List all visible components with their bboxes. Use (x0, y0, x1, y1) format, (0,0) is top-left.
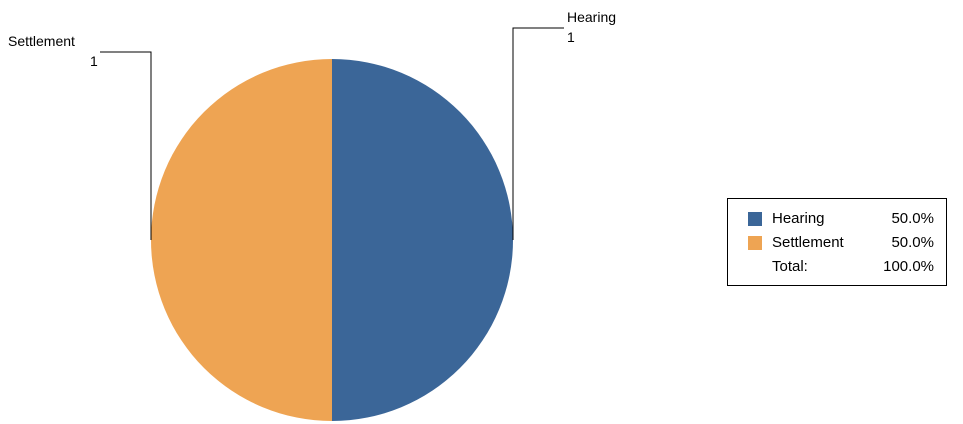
data-label-settlement-value: 1 (90, 53, 98, 69)
legend-percent-hearing: 50.0% (891, 210, 934, 227)
data-label-settlement-name: Settlement (8, 33, 75, 49)
legend-total-label: Total: (772, 258, 808, 275)
leader-line-settlement (100, 51, 152, 240)
data-label-hearing-name: Hearing (567, 9, 616, 25)
pie-slice-hearing[interactable] (332, 59, 513, 421)
legend-total-percent: 100.0% (883, 258, 934, 275)
legend-label-hearing: Hearing (772, 210, 825, 227)
legend-swatch-hearing (748, 212, 762, 226)
legend-swatch-settlement (748, 236, 762, 250)
legend-item-settlement[interactable]: Settlement 50.0% (728, 234, 946, 254)
legend-percent-settlement: 50.0% (891, 234, 934, 251)
leader-line-hearing (512, 27, 564, 240)
legend-total-row: Total: 100.0% (728, 258, 946, 278)
legend-label-settlement: Settlement (772, 234, 844, 251)
legend: Hearing 50.0% Settlement 50.0% Total: 10… (727, 198, 947, 286)
data-label-hearing-value: 1 (567, 29, 575, 45)
pie-slice-settlement[interactable] (151, 59, 332, 421)
legend-item-hearing[interactable]: Hearing 50.0% (728, 210, 946, 230)
